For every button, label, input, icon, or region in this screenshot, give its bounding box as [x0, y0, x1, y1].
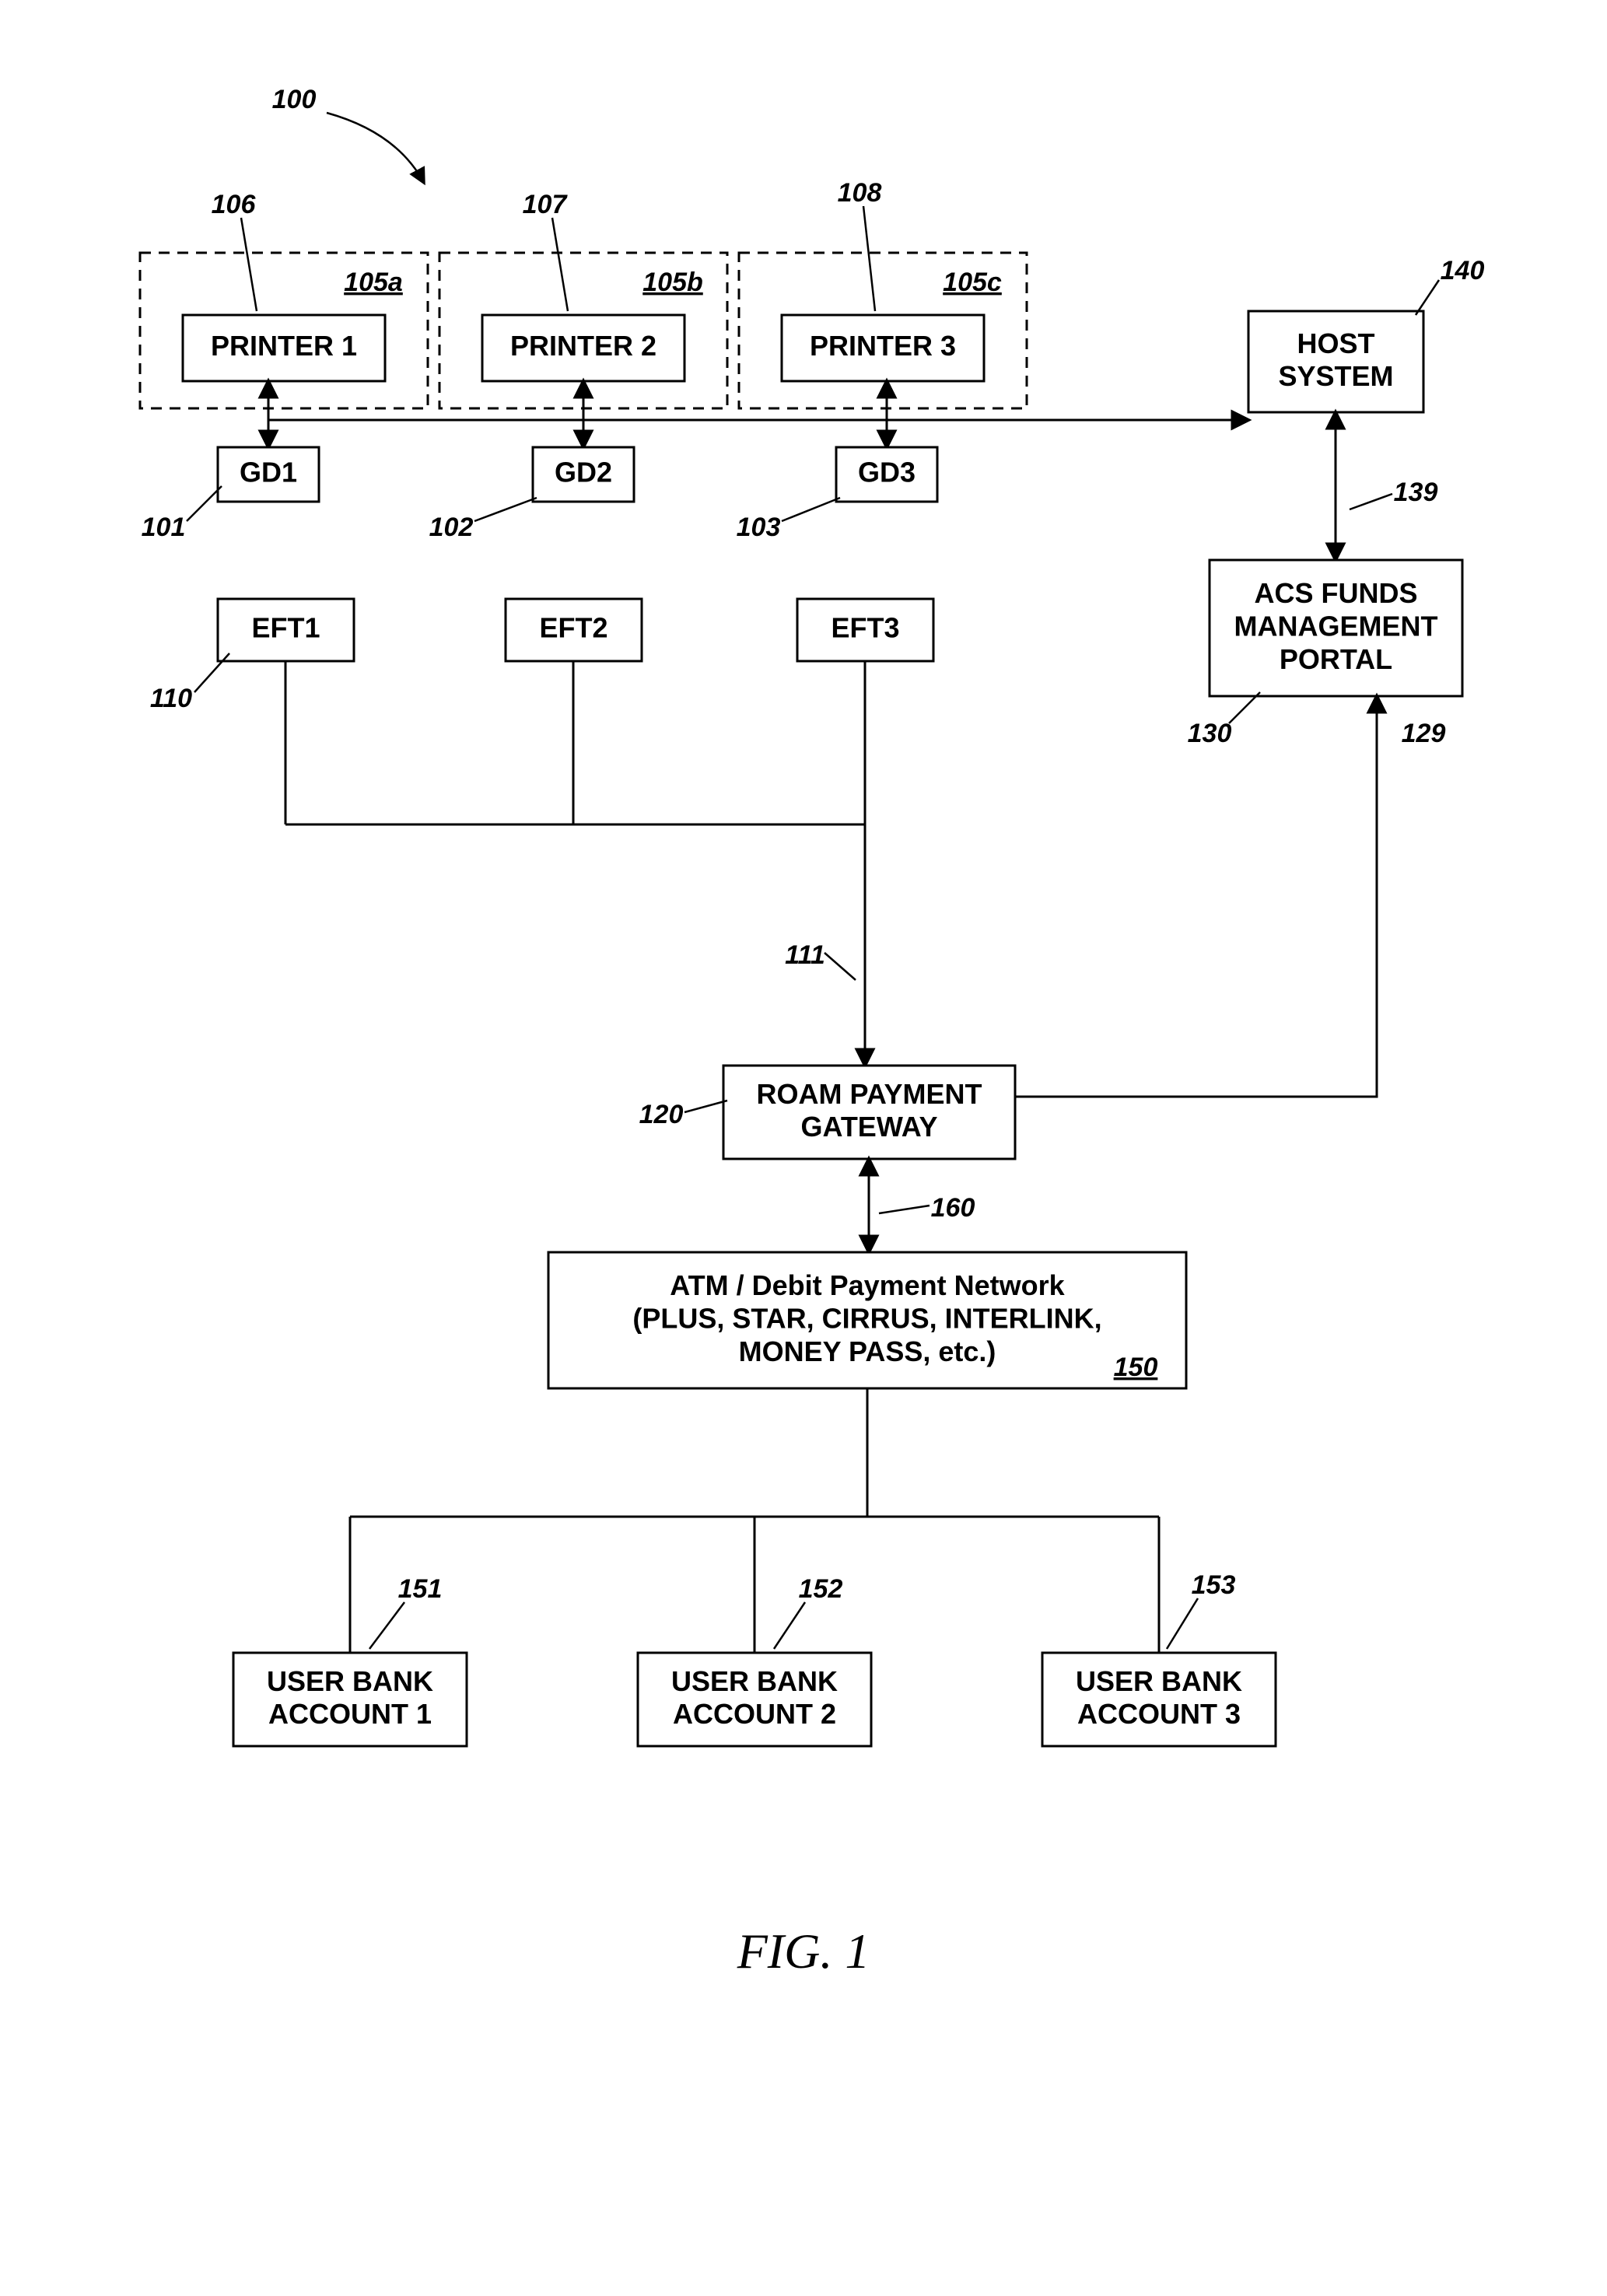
bank2-box: USER BANKACCOUNT 2: [638, 1653, 871, 1746]
svg-text:PRINTER 3: PRINTER 3: [810, 330, 956, 362]
lead-120: [684, 1101, 727, 1112]
ref-140: 140: [1441, 256, 1485, 285]
svg-text:PRINTER 2: PRINTER 2: [510, 330, 656, 362]
lead-111: [825, 953, 856, 980]
lead-101: [187, 486, 222, 521]
ref-139: 139: [1394, 478, 1438, 507]
ref-110: 110: [150, 684, 192, 713]
gd2-box: GD2: [533, 447, 634, 502]
ref-150: 150: [1114, 1353, 1158, 1382]
ref-151: 151: [398, 1574, 443, 1604]
eft1-box: EFT1: [218, 599, 354, 661]
ref-152: 152: [799, 1574, 843, 1604]
svg-text:GD1: GD1: [240, 457, 297, 488]
svg-text:USER BANKACCOUNT 1: USER BANKACCOUNT 1: [267, 1664, 433, 1729]
ref-130: 130: [1188, 719, 1232, 748]
svg-text:EFT2: EFT2: [539, 612, 607, 644]
lead-152: [774, 1602, 805, 1649]
ref-105b: 105b: [642, 268, 703, 297]
ref-153: 153: [1192, 1570, 1236, 1600]
ref-105c: 105c: [943, 268, 1002, 297]
lead-153: [1167, 1598, 1198, 1649]
svg-text:GD3: GD3: [858, 457, 916, 488]
acs-portal-box: ACS FUNDSMANAGEMENTPORTAL: [1210, 560, 1462, 696]
ref-102: 102: [429, 513, 474, 542]
ref-120: 120: [639, 1100, 684, 1129]
lead-110: [194, 653, 229, 692]
host-system-box: HOSTSYSTEM: [1248, 311, 1423, 412]
edge-roam-to-acs: [1015, 696, 1377, 1097]
lead-106: [241, 218, 257, 311]
svg-text:USER BANKACCOUNT 2: USER BANKACCOUNT 2: [671, 1664, 838, 1729]
gd3-box: GD3: [836, 447, 937, 502]
svg-text:PRINTER 1: PRINTER 1: [211, 330, 357, 362]
lead-151: [369, 1602, 404, 1649]
eft2-box: EFT2: [506, 599, 642, 661]
ref-100: 100: [272, 85, 317, 114]
printer-2-box: PRINTER 2: [482, 315, 684, 381]
lead-140: [1416, 280, 1439, 315]
printer-3-box: PRINTER 3: [782, 315, 984, 381]
eft3-box: EFT3: [797, 599, 933, 661]
svg-text:EFT3: EFT3: [831, 612, 899, 644]
printer-1-box: PRINTER 1: [183, 315, 385, 381]
ref-108: 108: [838, 178, 882, 208]
svg-text:GD2: GD2: [555, 457, 612, 488]
lead-160: [879, 1206, 930, 1213]
ref-101: 101: [142, 513, 186, 542]
atm-network-box: ATM / Debit Payment Network(PLUS, STAR, …: [548, 1252, 1186, 1388]
gd1-box: GD1: [218, 447, 319, 502]
bank3-box: USER BANKACCOUNT 3: [1042, 1653, 1276, 1746]
svg-text:USER BANKACCOUNT 3: USER BANKACCOUNT 3: [1076, 1664, 1242, 1729]
svg-text:EFT1: EFT1: [251, 612, 320, 644]
ref-160: 160: [931, 1193, 975, 1223]
ref-107: 107: [523, 190, 569, 219]
ref-106: 106: [212, 190, 257, 219]
lead-108: [863, 206, 875, 311]
figure-label: FIG. 1: [737, 1923, 870, 1979]
lead-103: [782, 498, 840, 521]
roam-gateway-box: ROAM PAYMENTGATEWAY: [723, 1066, 1015, 1159]
ref-arrow-100: [327, 113, 424, 183]
bank1-box: USER BANKACCOUNT 1: [233, 1653, 467, 1746]
ref-129: 129: [1402, 719, 1446, 748]
ref-111: 111: [785, 940, 825, 970]
ref-105a: 105a: [344, 268, 403, 297]
lead-107: [552, 218, 568, 311]
lead-102: [474, 498, 537, 521]
lead-139: [1350, 494, 1392, 509]
ref-103: 103: [737, 513, 781, 542]
